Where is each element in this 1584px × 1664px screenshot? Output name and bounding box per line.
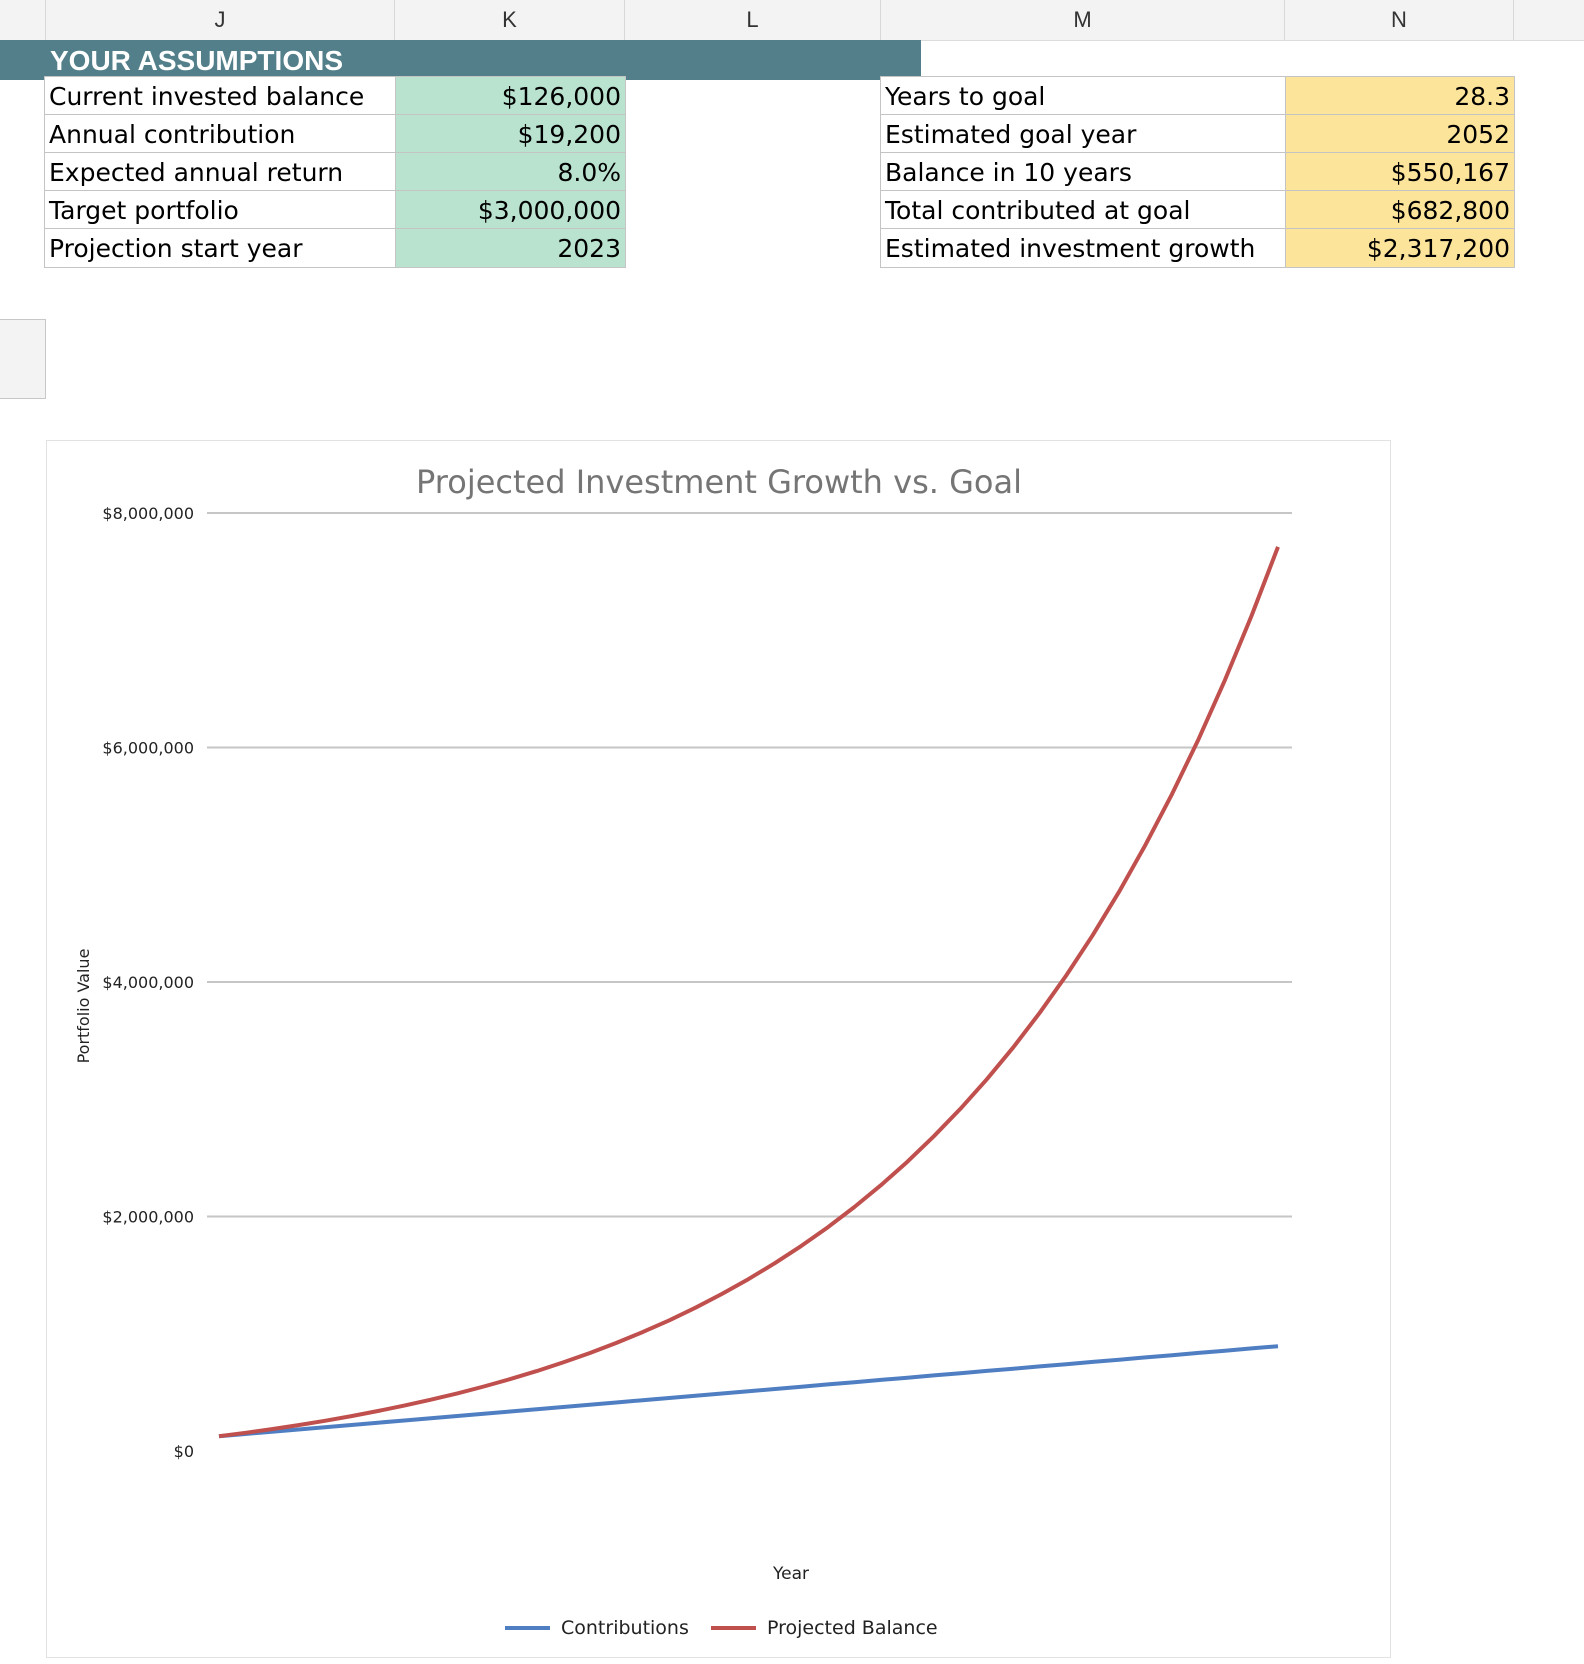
y-tick-label: $8,000,000 [102,504,194,523]
line-chart: Projected Investment Growth vs. Goal $0$… [74,463,1292,1639]
assumption-value-return[interactable]: 8.0% [395,152,626,192]
assumption-value-contribution[interactable]: $19,200 [395,114,626,154]
result-value-investment-growth[interactable]: $2,317,200 [1285,228,1515,268]
chart-legend: Contributions Projected Balance [505,1617,938,1639]
y-tick-label: $2,000,000 [102,1208,194,1227]
y-tick-label: $0 [174,1442,194,1461]
result-value-total-contributed[interactable]: $682,800 [1285,190,1515,230]
y-axis-tick-labels: $0 $2,000,000 $4,000,000 $6,000,000 $8,000,0… [102,504,194,1461]
column-header-bar: J K L M N [0,0,1584,41]
series-line-contributions[interactable] [218,1344,1279,1439]
column-header-n[interactable]: N [1285,0,1514,40]
result-label-total-contributed[interactable]: Total contributed at goal [880,190,1286,230]
result-value-balance-10-years[interactable]: $550,167 [1285,152,1515,192]
column-header-spacer [0,0,46,40]
assumption-label-contribution[interactable]: Annual contribution [44,114,396,154]
result-value-goal-year[interactable]: 2052 [1285,114,1515,154]
result-label-years-to-goal[interactable]: Years to goal [880,76,1286,116]
assumption-label-return[interactable]: Expected annual return [44,152,396,192]
assumption-label-balance[interactable]: Current invested balance [44,76,396,116]
x-axis-label: Year [772,1564,809,1584]
result-label-investment-growth[interactable]: Estimated investment growth [880,228,1286,268]
assumption-value-balance[interactable]: $126,000 [395,76,626,116]
column-header-l[interactable]: L [625,0,881,40]
column-header-m[interactable]: M [881,0,1285,40]
assumption-label-target[interactable]: Target portfolio [44,190,396,230]
legend-label-projected-balance[interactable]: Projected Balance [767,1617,938,1639]
column-header-k[interactable]: K [395,0,625,40]
series-lines [218,546,1280,1439]
assumption-value-target[interactable]: $3,000,000 [395,190,626,230]
legend-label-contributions[interactable]: Contributions [561,1617,689,1639]
y-axis-label: Portfolio Value [74,949,93,1064]
result-label-goal-year[interactable]: Estimated goal year [880,114,1286,154]
assumption-value-start-year[interactable]: 2023 [395,228,626,268]
chart-title: Projected Investment Growth vs. Goal [416,463,1022,501]
result-value-years-to-goal[interactable]: 28.3 [1285,76,1515,116]
result-label-balance-10-years[interactable]: Balance in 10 years [880,152,1286,192]
y-tick-label: $6,000,000 [102,739,194,758]
assumptions-section-title[interactable]: YOUR ASSUMPTIONS [0,40,921,80]
column-header-j[interactable]: J [46,0,395,40]
series-line-projected-balance[interactable] [218,546,1280,1439]
y-tick-label: $4,000,000 [102,973,194,992]
assumption-label-start-year[interactable]: Projection start year [44,228,396,268]
chart-container[interactable]: Projected Investment Growth vs. Goal $0 $… [46,440,1391,1658]
row-header-stub[interactable] [0,319,46,399]
gridlines [207,512,1292,1218]
